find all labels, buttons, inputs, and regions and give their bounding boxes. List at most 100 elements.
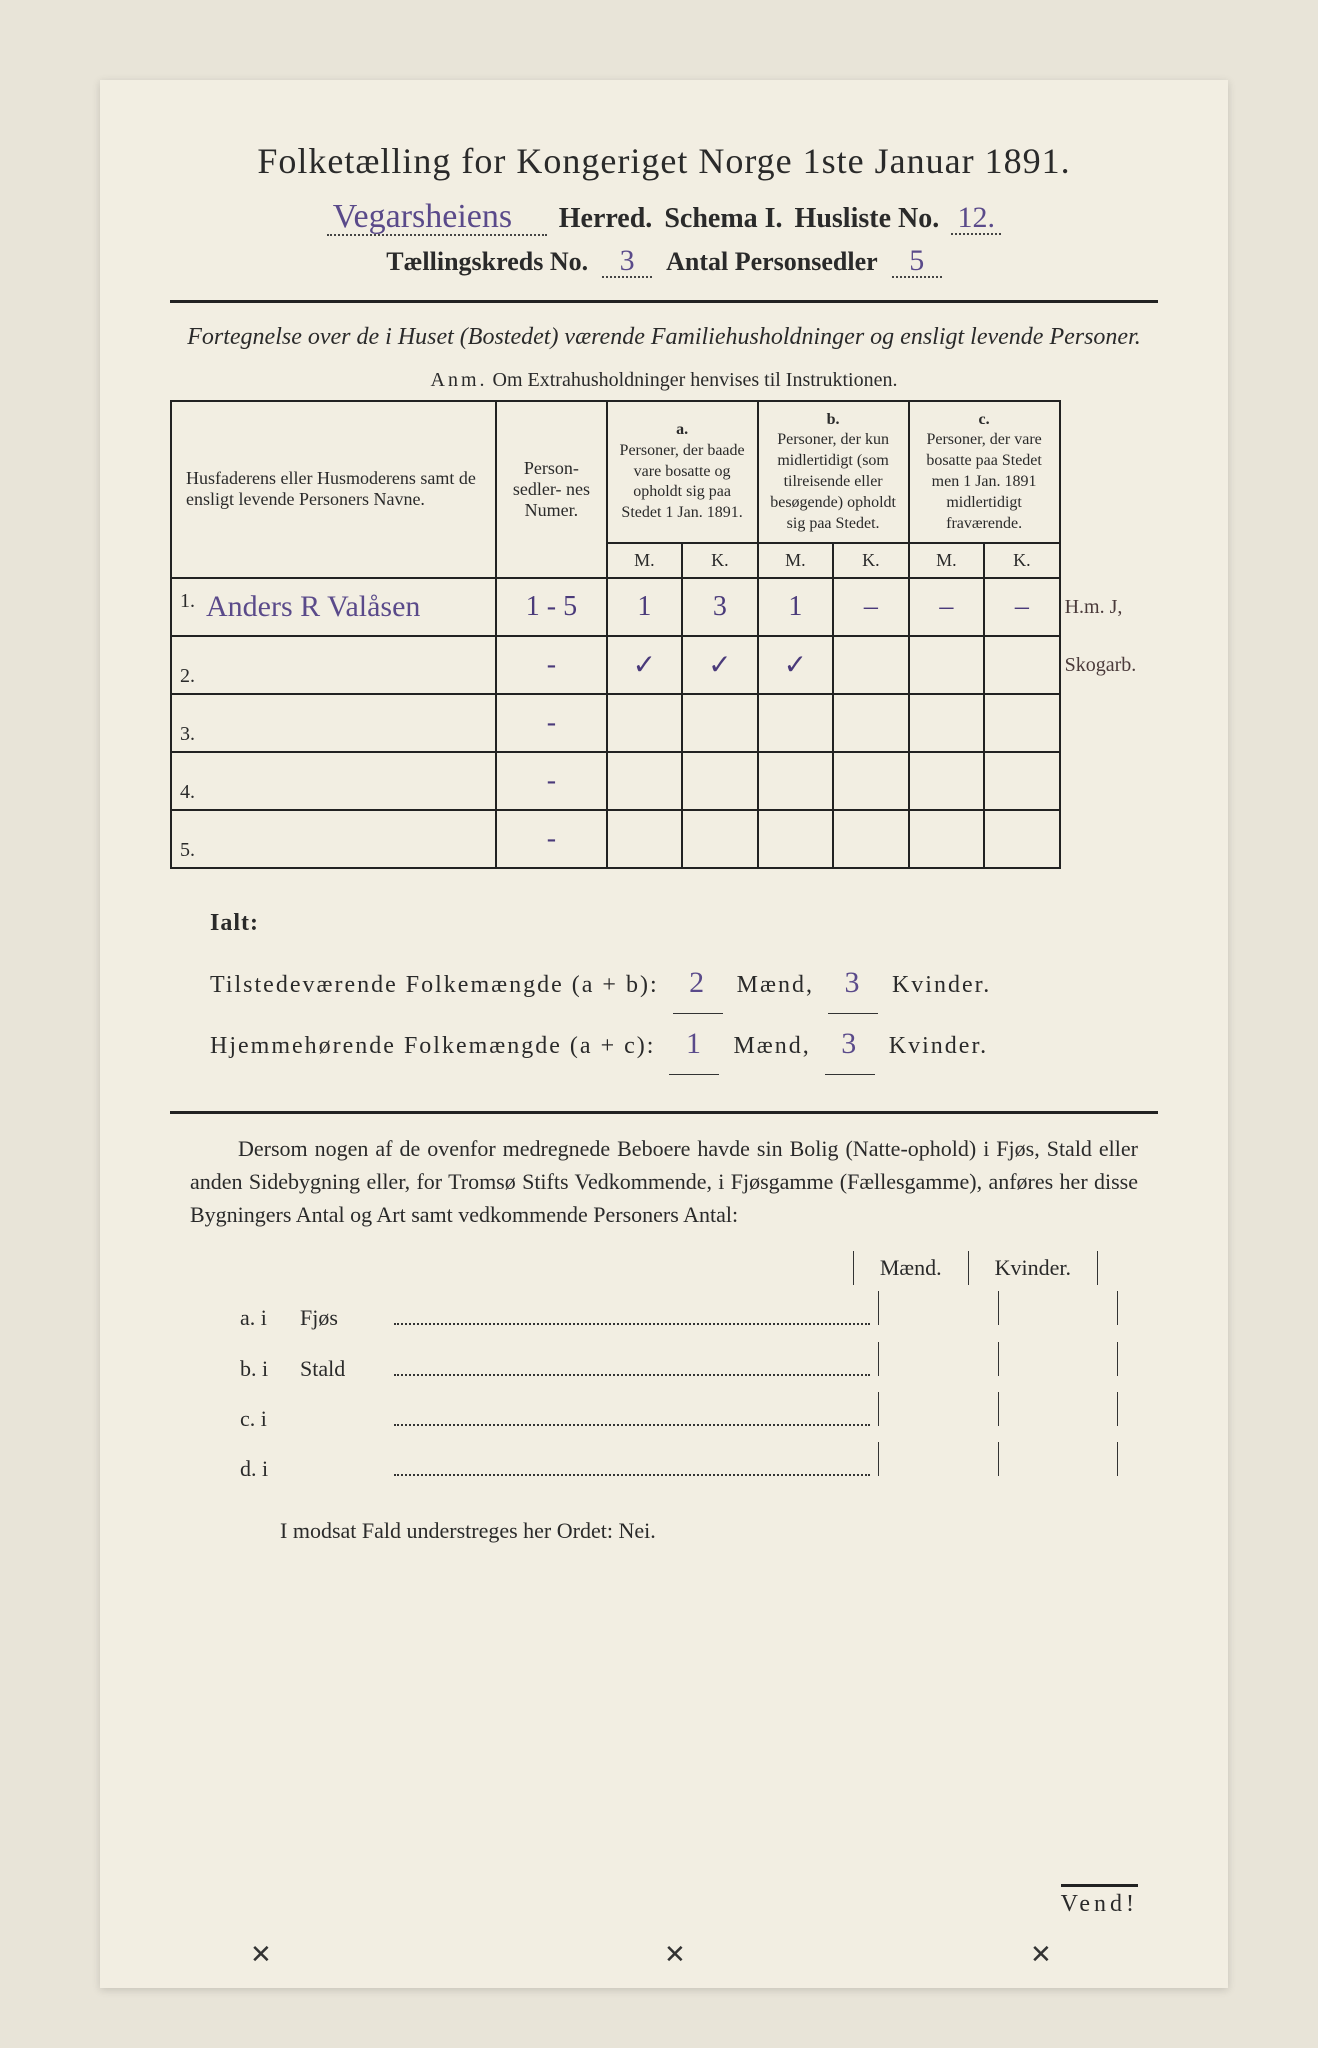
dotted-a-k xyxy=(998,1291,1118,1325)
row1-bk: – xyxy=(833,578,909,636)
list-item: a. i Fjøs xyxy=(240,1291,1118,1341)
t1-kvinder: Kvinder. xyxy=(892,972,991,998)
t2-maend: Mænd, xyxy=(733,1033,810,1059)
group-a-label: a. xyxy=(676,421,688,438)
punch-mark-icon: ✕ xyxy=(664,1940,682,1958)
header-row-1: Vegarsheiens Herred. Schema I. Husliste … xyxy=(170,200,1158,236)
subtitle: Fortegnelse over de i Huset (Bostedet) v… xyxy=(170,321,1158,355)
table-row: 1.Anders R Valåsen 1 - 5 1 3 1 – – – H.m… xyxy=(171,578,1158,636)
row2-cm xyxy=(909,636,985,694)
rownum: 2. xyxy=(180,665,195,688)
a-m-label: M. xyxy=(607,543,683,578)
row1-am: 1 xyxy=(607,578,683,636)
col-name-header: Husfaderens eller Husmoderens samt de en… xyxy=(171,401,496,579)
row3-bk xyxy=(833,694,909,752)
t2-label: Hjemmehørende Folkemængde (a + c): xyxy=(210,1033,655,1059)
dots-icon xyxy=(394,1374,870,1376)
dotted-d-lab: d. i xyxy=(240,1446,300,1492)
punch-mark-icon: ✕ xyxy=(250,1940,268,1958)
row3-ck xyxy=(984,694,1060,752)
anm-line: Anm. Om Extrahusholdninger henvises til … xyxy=(170,369,1158,392)
husliste-no: 12. xyxy=(951,203,1001,235)
totals-block: Ialt: Tilstedeværende Folkemængde (a + b… xyxy=(210,899,1158,1075)
list-item: c. i xyxy=(240,1392,1118,1442)
punch-mark-icon: ✕ xyxy=(1030,1940,1048,1958)
dotted-d-m xyxy=(878,1442,998,1476)
group-a-text: Personer, der baade vare bosatte og opho… xyxy=(620,442,745,521)
group-a-head: a. Personer, der baade vare bosatte og o… xyxy=(607,401,758,544)
dotted-list: a. i Fjøs b. i Stald c. i d. i xyxy=(240,1291,1118,1492)
t1-maend: Mænd, xyxy=(737,972,814,998)
row2-ck xyxy=(984,636,1060,694)
group-b-text: Personer, der kun midlertidigt (som tilr… xyxy=(770,431,896,531)
row4-ak xyxy=(682,752,758,810)
husliste-label: Husliste No. xyxy=(795,203,940,235)
totals-line-1: Tilstedeværende Folkemængde (a + b): 2 M… xyxy=(210,953,1158,1014)
row4-bm xyxy=(758,752,834,810)
row1-sedler: 1 - 5 xyxy=(496,578,606,636)
row3-sedler: - xyxy=(496,694,606,752)
antal-label: Antal Personsedler xyxy=(666,247,878,277)
totals-line-2: Hjemmehørende Folkemængde (a + c): 1 Mæn… xyxy=(210,1014,1158,1075)
row1-name: 1.Anders R Valåsen xyxy=(171,578,496,636)
dotted-d-k xyxy=(998,1442,1118,1476)
anm-label: Anm. xyxy=(431,369,488,391)
dotted-b-txt: Stald xyxy=(300,1346,390,1392)
dotted-a-txt: Fjøs xyxy=(300,1295,390,1341)
schema-label: Schema I. xyxy=(664,203,782,235)
row3-ak xyxy=(682,694,758,752)
mk-header: Mænd. Kvinder. xyxy=(170,1251,1098,1285)
row5-cm xyxy=(909,810,985,868)
antal-no: 5 xyxy=(892,246,942,278)
vend-label: Vend! xyxy=(1061,1884,1138,1918)
dotted-a-m xyxy=(878,1291,998,1325)
dotted-c-lab: c. i xyxy=(240,1396,300,1442)
dots-icon xyxy=(394,1424,870,1426)
dotted-b-lab: b. i xyxy=(240,1346,300,1392)
b-k-label: K. xyxy=(833,543,909,578)
row2-bm: ✓ xyxy=(758,636,834,694)
row4-ck xyxy=(984,752,1060,810)
row5-am xyxy=(607,810,683,868)
dots-icon xyxy=(394,1323,870,1325)
c-m-label: M. xyxy=(909,543,985,578)
anm-text: Om Extrahusholdninger henvises til Instr… xyxy=(493,369,898,391)
group-b-label: b. xyxy=(827,411,840,428)
row4-note xyxy=(1060,752,1158,810)
dotted-c-m xyxy=(878,1392,998,1426)
kreds-no: 3 xyxy=(602,246,652,278)
row5-name: 5. xyxy=(171,810,496,868)
divider-mid xyxy=(170,1111,1158,1114)
table-row: 5. - xyxy=(171,810,1158,868)
rownum: 1. xyxy=(180,590,195,613)
row2-ak: ✓ xyxy=(682,636,758,694)
row3-note xyxy=(1060,694,1158,752)
row5-note xyxy=(1060,810,1158,868)
c-k-label: K. xyxy=(984,543,1060,578)
row4-name: 4. xyxy=(171,752,496,810)
mk-k: Kvinder. xyxy=(968,1251,1098,1285)
row4-bk xyxy=(833,752,909,810)
row3-cm xyxy=(909,694,985,752)
t2-k: 3 xyxy=(825,1014,875,1075)
row3-am xyxy=(607,694,683,752)
dotted-a-lab: a. i xyxy=(240,1295,300,1341)
row5-ak xyxy=(682,810,758,868)
table-row: 3. - xyxy=(171,694,1158,752)
t2-m: 1 xyxy=(669,1014,719,1075)
header-row-2: Tællingskreds No. 3 Antal Personsedler 5 xyxy=(170,246,1158,278)
mk-m: Mænd. xyxy=(853,1251,968,1285)
rownum: 5. xyxy=(180,839,195,862)
col-num-header: Person- sedler- nes Numer. xyxy=(496,401,606,579)
b-m-label: M. xyxy=(758,543,834,578)
dots-icon xyxy=(394,1474,870,1476)
row1-ak: 3 xyxy=(682,578,758,636)
row2-note: Skogarb. xyxy=(1060,636,1158,694)
table-body: 1.Anders R Valåsen 1 - 5 1 3 1 – – – H.m… xyxy=(171,578,1158,868)
margin-spacer xyxy=(1060,401,1158,579)
row2-name: 2. xyxy=(171,636,496,694)
row1-ck: – xyxy=(984,578,1060,636)
t2-kvinder: Kvinder. xyxy=(889,1033,988,1059)
row3-bm xyxy=(758,694,834,752)
rownum: 3. xyxy=(180,723,195,746)
